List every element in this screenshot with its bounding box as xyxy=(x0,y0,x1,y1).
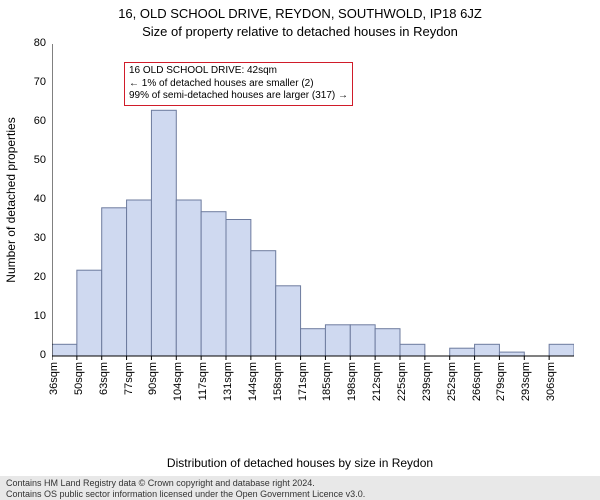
x-tick-label: 252sqm xyxy=(446,362,458,402)
annotation-line: 16 OLD SCHOOL DRIVE: 42sqm xyxy=(129,65,348,78)
y-tick-label: 0 xyxy=(22,349,46,361)
x-tick-label: 63sqm xyxy=(98,362,110,402)
x-tick-label: 117sqm xyxy=(197,362,209,402)
x-tick-label: 144sqm xyxy=(247,362,259,402)
x-tick-label: 171sqm xyxy=(297,362,309,402)
x-axis-label: Distribution of detached houses by size … xyxy=(0,456,600,470)
annotation-line: ← 1% of detached houses are smaller (2) xyxy=(129,78,348,91)
chart-title-address: 16, OLD SCHOOL DRIVE, REYDON, SOUTHWOLD,… xyxy=(0,6,600,21)
x-tick-label: 306sqm xyxy=(545,362,557,402)
x-tick-label: 185sqm xyxy=(321,362,333,402)
x-tick-label: 293sqm xyxy=(520,362,532,402)
footer-line-1: Contains HM Land Registry data © Crown c… xyxy=(6,478,594,489)
chart-container: 16, OLD SCHOOL DRIVE, REYDON, SOUTHWOLD,… xyxy=(0,0,600,500)
x-tick-label: 279sqm xyxy=(495,362,507,402)
footer-attribution: Contains HM Land Registry data © Crown c… xyxy=(0,476,600,500)
x-tick-label: 36sqm xyxy=(48,362,60,402)
x-tick-label: 266sqm xyxy=(471,362,483,402)
x-tick-label: 131sqm xyxy=(222,362,234,402)
y-tick-label: 50 xyxy=(22,154,46,166)
plot-area: 16 OLD SCHOOL DRIVE: 42sqm← 1% of detach… xyxy=(52,44,574,404)
y-axis-label: Number of detached properties xyxy=(4,0,18,420)
y-tick-label: 30 xyxy=(22,232,46,244)
y-tick-label: 80 xyxy=(22,37,46,49)
y-tick-label: 40 xyxy=(22,193,46,205)
y-tick-label: 70 xyxy=(22,76,46,88)
x-tick-label: 50sqm xyxy=(73,362,85,402)
x-tick-label: 77sqm xyxy=(123,362,135,402)
x-tick-label: 158sqm xyxy=(272,362,284,402)
x-tick-label: 90sqm xyxy=(147,362,159,402)
annotation-box: 16 OLD SCHOOL DRIVE: 42sqm← 1% of detach… xyxy=(124,62,353,106)
annotation-line: 99% of semi-detached houses are larger (… xyxy=(129,90,348,103)
x-tick-label: 225sqm xyxy=(396,362,408,402)
x-tick-label: 198sqm xyxy=(346,362,358,402)
x-tick-label: 104sqm xyxy=(172,362,184,402)
y-tick-label: 60 xyxy=(22,115,46,127)
x-tick-label: 212sqm xyxy=(371,362,383,402)
y-tick-label: 10 xyxy=(22,310,46,322)
x-tick-label: 239sqm xyxy=(421,362,433,402)
chart-subtitle: Size of property relative to detached ho… xyxy=(0,24,600,39)
footer-line-2: Contains OS public sector information li… xyxy=(6,489,594,500)
y-tick-label: 20 xyxy=(22,271,46,283)
